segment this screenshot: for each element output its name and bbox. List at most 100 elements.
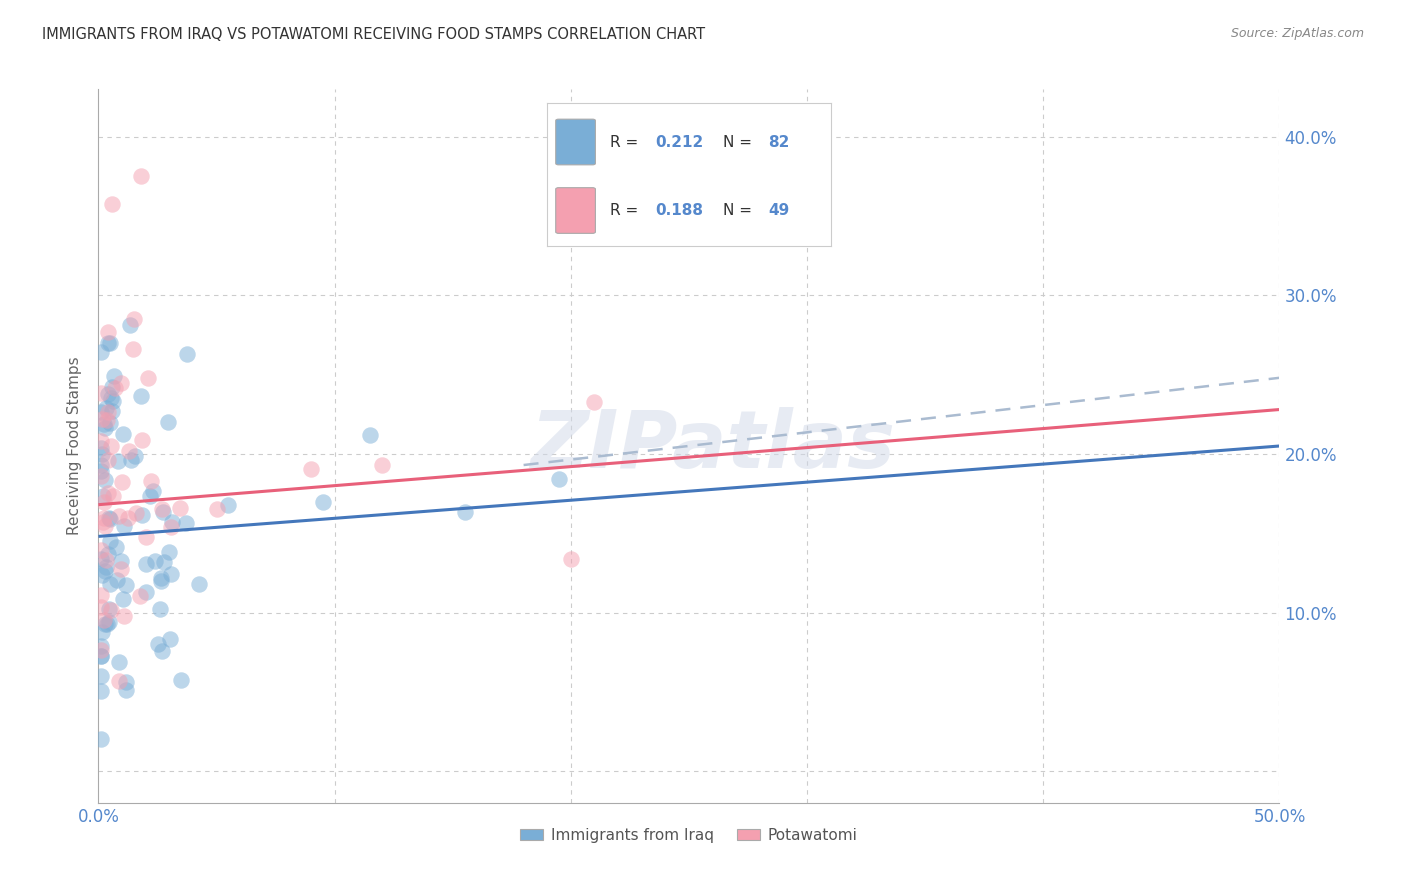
Point	[152, 505, 174, 519]
Point	[120, 452, 142, 467]
Point	[90, 464, 112, 478]
Point	[146, 637, 169, 651]
Point	[90, 648, 112, 663]
Point	[91, 489, 114, 503]
Point	[93, 495, 115, 509]
Point	[129, 589, 152, 603]
Point	[97, 486, 120, 500]
Point	[139, 489, 162, 503]
Point	[90, 642, 112, 657]
Point	[90, 639, 112, 653]
Point	[139, 474, 162, 488]
Point	[97, 452, 120, 467]
Point	[94, 519, 117, 533]
Point	[142, 484, 165, 499]
Point	[90, 648, 112, 663]
Point	[150, 644, 173, 658]
Point	[90, 551, 112, 566]
Point	[107, 674, 129, 689]
Point	[160, 520, 183, 534]
Point	[188, 576, 211, 591]
Point	[149, 574, 172, 588]
Point	[90, 434, 112, 448]
Point	[135, 584, 157, 599]
Point	[90, 345, 112, 359]
Point	[96, 405, 118, 419]
Point	[115, 682, 138, 697]
Point	[312, 495, 335, 509]
Point	[150, 502, 173, 516]
Point	[90, 441, 112, 455]
Point	[90, 669, 112, 683]
Point	[97, 615, 120, 629]
Text: IMMIGRANTS FROM IRAQ VS POTAWATOMI RECEIVING FOOD STAMPS CORRELATION CHART: IMMIGRANTS FROM IRAQ VS POTAWATOMI RECEI…	[42, 27, 706, 42]
Point	[583, 395, 606, 409]
Point	[97, 547, 120, 561]
Point	[110, 554, 132, 568]
Point	[90, 412, 112, 426]
Point	[93, 417, 115, 432]
Point	[90, 732, 112, 747]
Point	[94, 421, 117, 435]
Point	[136, 370, 159, 384]
Point	[104, 381, 127, 395]
Point	[90, 588, 112, 602]
Point	[124, 449, 146, 463]
Point	[135, 557, 157, 571]
Legend: Immigrants from Iraq, Potawatomi: Immigrants from Iraq, Potawatomi	[515, 822, 863, 848]
Point	[100, 439, 122, 453]
Point	[90, 447, 112, 461]
Point	[115, 675, 138, 690]
Point	[101, 489, 124, 503]
Point	[90, 405, 112, 419]
Point	[93, 473, 115, 487]
Point	[90, 542, 112, 557]
Point	[98, 335, 121, 350]
Point	[112, 519, 135, 533]
Point	[156, 415, 179, 429]
Point	[122, 312, 145, 326]
Point	[100, 603, 122, 617]
Point	[169, 500, 191, 515]
Point	[118, 444, 141, 458]
Point	[108, 509, 131, 524]
Point	[101, 404, 124, 418]
Point	[96, 616, 118, 631]
Point	[91, 515, 114, 529]
Point	[160, 515, 183, 529]
Point	[125, 506, 148, 520]
Point	[100, 391, 122, 405]
Point	[110, 376, 132, 391]
Point	[117, 511, 139, 525]
Point	[90, 469, 112, 483]
Point	[176, 516, 198, 531]
Point	[93, 613, 115, 627]
Point	[299, 462, 322, 476]
Point	[120, 318, 142, 332]
Point	[105, 540, 128, 554]
Point	[129, 389, 152, 403]
Text: Source: ZipAtlas.com: Source: ZipAtlas.com	[1230, 27, 1364, 40]
Point	[131, 433, 153, 447]
Point	[103, 368, 125, 383]
Point	[105, 574, 128, 588]
Point	[371, 458, 394, 472]
Point	[159, 545, 181, 559]
Point	[94, 560, 117, 574]
Point	[94, 553, 117, 567]
Point	[94, 401, 117, 416]
Point	[170, 673, 193, 687]
Point	[359, 428, 381, 442]
Point	[90, 458, 112, 472]
Point	[97, 511, 120, 525]
Point	[150, 570, 173, 584]
Point	[90, 385, 112, 400]
Point	[108, 656, 131, 670]
Point	[159, 632, 181, 646]
Point	[100, 197, 122, 211]
Point	[98, 577, 121, 591]
Point	[101, 380, 124, 394]
Point	[121, 342, 143, 356]
Point	[217, 498, 239, 512]
Point	[205, 502, 228, 516]
